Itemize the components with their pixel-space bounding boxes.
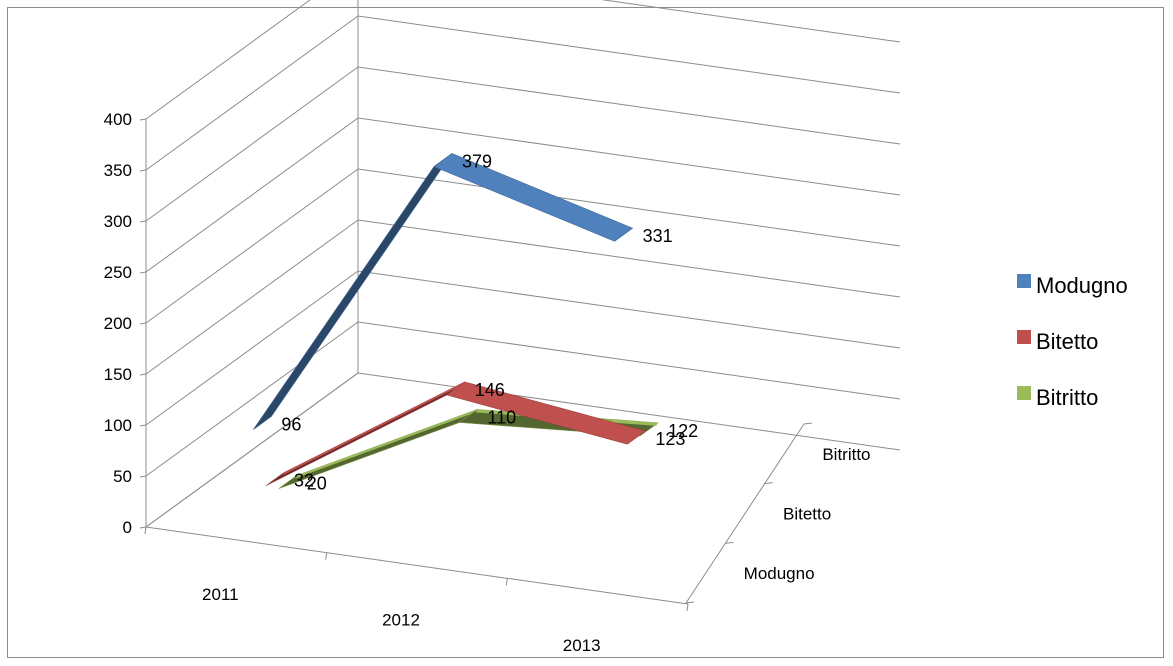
gridline (145, 219, 901, 375)
data-label: 96 (281, 415, 301, 435)
y-tick-mark (139, 220, 147, 223)
y-tick-label: 200 (104, 314, 132, 333)
y-tick-label: 300 (104, 212, 132, 231)
x-tick-mark (686, 603, 689, 612)
y-tick-label: 350 (104, 161, 132, 180)
chart-frame (7, 7, 1164, 658)
data-label: 110 (487, 407, 516, 427)
data-label: 123 (655, 429, 685, 449)
y-tick-mark (139, 526, 147, 529)
y-tick-label: 0 (123, 518, 132, 537)
y-tick-mark (139, 424, 147, 427)
data-labels: 20 110 122 32 146 123 96 379 331 (281, 152, 698, 494)
series-ribbon-edge-modugno (269, 153, 452, 420)
data-label: 20 (307, 474, 327, 494)
series-ribbon-modugno (433, 153, 634, 242)
y-tick-mark (139, 271, 147, 274)
depth-tick-mark (725, 541, 734, 544)
x-tick-mark (325, 552, 328, 560)
legend-label: Modugno (1036, 273, 1128, 298)
depth-tick-label: Bitritto (822, 445, 870, 464)
x-tick-label: 2013 (563, 636, 601, 655)
data-label: 122 (668, 421, 698, 441)
y-tick-label: 250 (104, 263, 132, 282)
gridline (145, 0, 901, 120)
y-tick-mark (139, 322, 147, 325)
depth-tick-label: Bitetto (783, 505, 831, 524)
depth-tick-label: Modugno (744, 564, 815, 583)
gridlines (145, 0, 901, 528)
legend: Modugno Bitetto Bitritto (1017, 273, 1128, 410)
y-tick-mark (139, 118, 147, 121)
legend-swatch (1017, 330, 1031, 344)
legend-swatch (1017, 274, 1031, 288)
series-ribbon-edge-bitetto (282, 381, 465, 476)
series-ribbons (253, 153, 659, 489)
x-tick-mark (144, 526, 147, 535)
depth-tick-mark (764, 482, 773, 485)
floor-left-edge (145, 372, 359, 528)
depth-tick-mark (685, 601, 695, 604)
gridline (145, 15, 901, 171)
x-axis (145, 526, 689, 605)
x-tick-mark (505, 578, 508, 586)
data-label: 146 (475, 380, 505, 400)
legend-label: Bitritto (1036, 385, 1098, 410)
data-label: 379 (462, 152, 492, 172)
y-tick-mark (139, 373, 147, 376)
axes: 0 50 100 150 200 250 300 350 400 Modugno Bitetto Bi… (104, 0, 871, 655)
data-label: 32 (294, 471, 314, 491)
y-tick-label: 150 (104, 365, 132, 384)
depth-axis (685, 423, 805, 604)
data-label: 331 (643, 226, 673, 246)
legend-label: Bitetto (1036, 329, 1098, 354)
depth-tick-mark (803, 422, 813, 425)
legend-swatch (1017, 386, 1031, 400)
y-tick-label: 100 (104, 416, 132, 435)
x-tick-label: 2011 (202, 585, 239, 604)
y-tick-mark (139, 169, 147, 172)
series-ribbon-bitetto (445, 381, 647, 445)
y-tick-label: 50 (113, 467, 132, 486)
series-ribbon-modugno (253, 153, 453, 430)
series-ribbon-edge-bitritto (294, 409, 478, 479)
y-tick-mark (139, 475, 147, 478)
y-tick-label: 400 (104, 110, 132, 129)
x-tick-label: 2012 (382, 611, 420, 630)
